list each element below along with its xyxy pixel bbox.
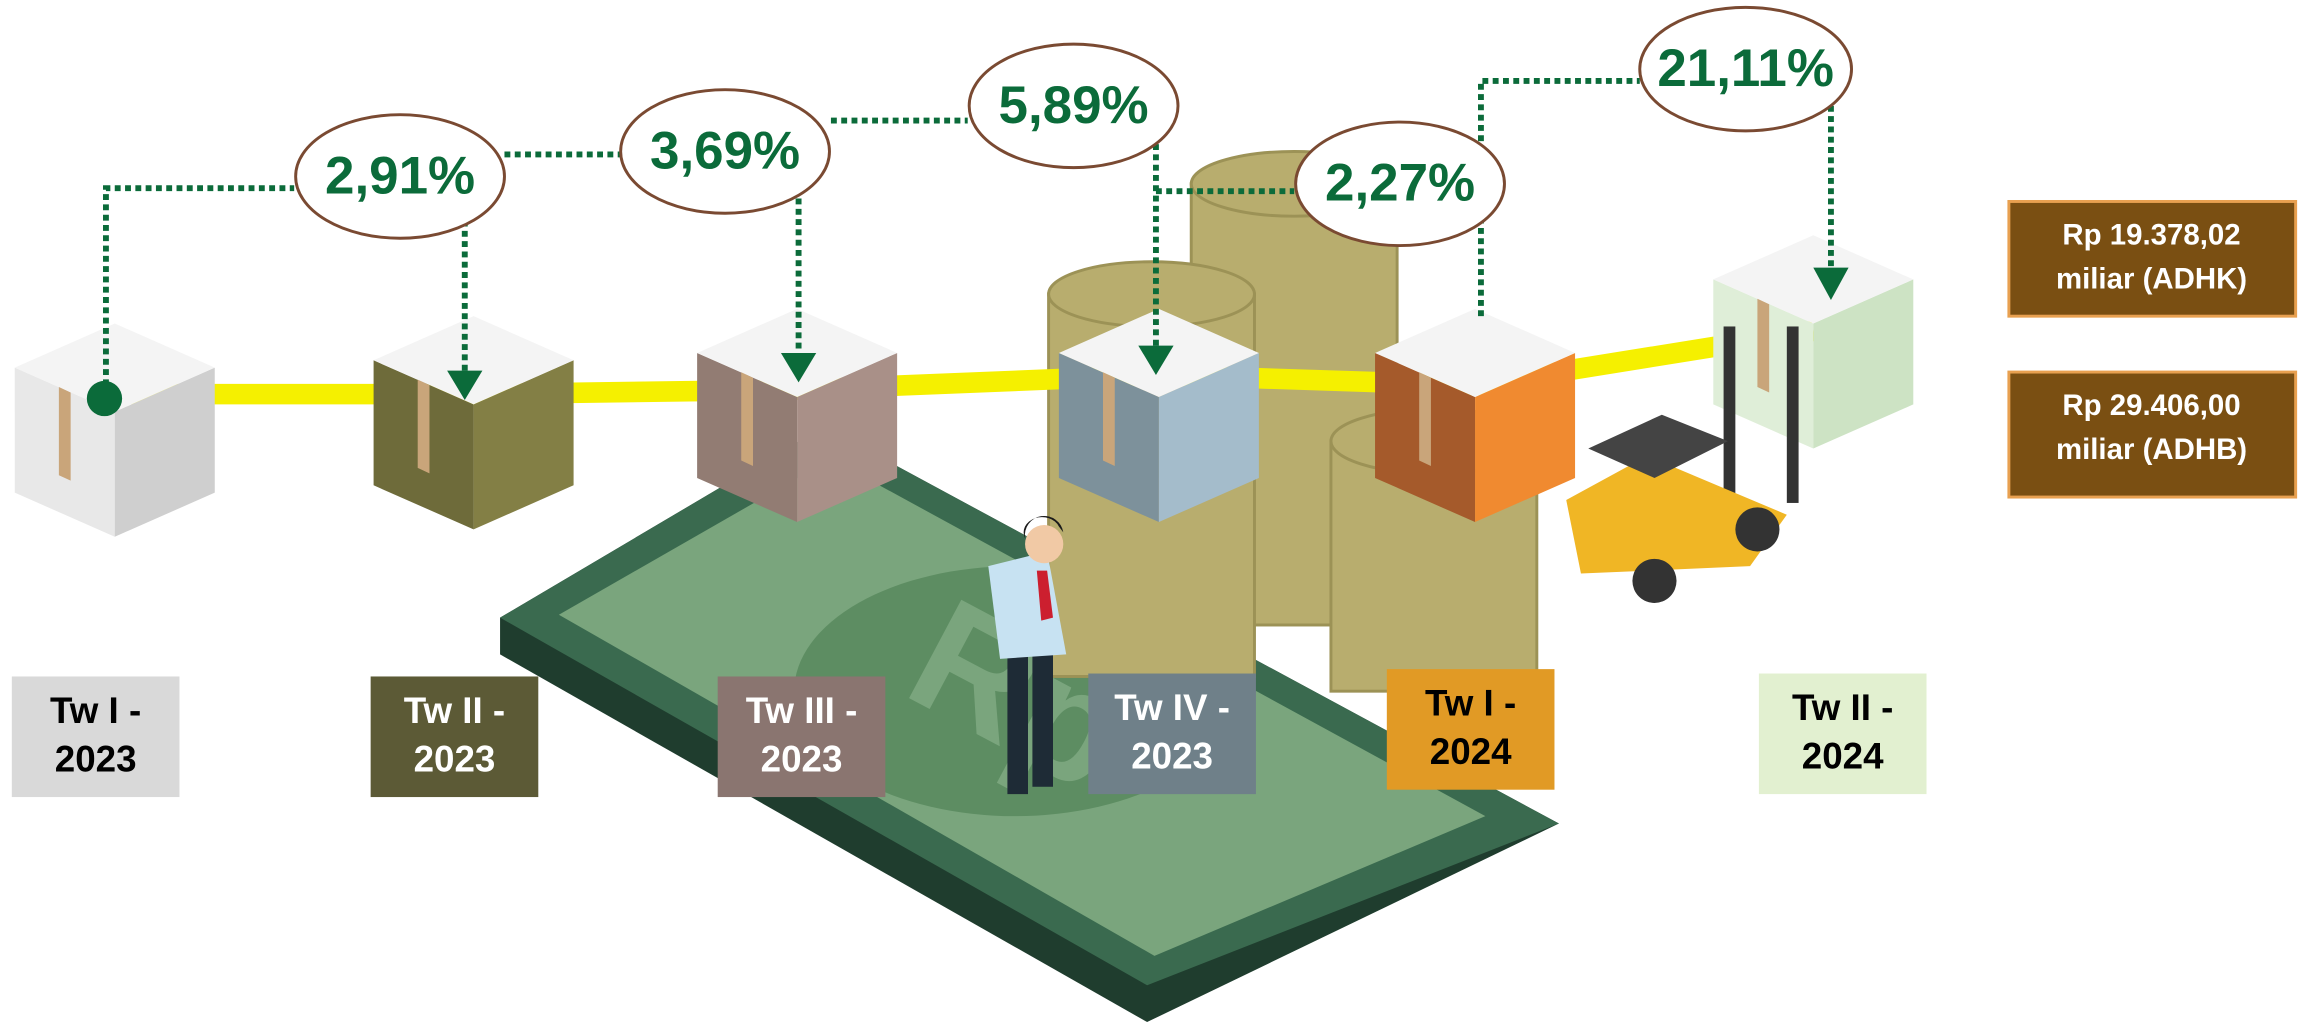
box-right	[114, 367, 215, 537]
box-top	[697, 308, 898, 398]
quarter-label: Tw I -	[1425, 683, 1516, 724]
growth-label: 5,89%	[999, 76, 1149, 135]
quarter-label: 2023	[1131, 736, 1213, 777]
quarter-label: 2024	[1802, 736, 1884, 777]
growth-label: 2,27%	[1325, 154, 1475, 213]
value-box	[2007, 200, 2298, 318]
quarter-label: Tw III -	[746, 690, 858, 731]
quarter-label: Tw II -	[404, 690, 505, 731]
box-right	[1475, 352, 1576, 523]
person	[988, 515, 1067, 795]
box-tape	[1103, 372, 1115, 466]
labels: 2,91% 3,69% 5,89% 2,27% 21,11% Tw I - 2023 Tw I…	[11, 5, 2298, 798]
box-tape	[417, 379, 430, 474]
growth-bubble	[1294, 120, 1506, 248]
box-tape	[1757, 298, 1770, 393]
value-label: Rp 19.378,02	[2062, 219, 2240, 252]
growth-bubble	[1638, 5, 1853, 133]
value-label: miliar (ADHB)	[2056, 433, 2247, 466]
quarter-box	[717, 676, 886, 798]
forklift	[1566, 326, 1799, 603]
quarter-label: 2024	[1430, 731, 1512, 772]
quarter-box	[1386, 669, 1555, 790]
quarter-label: Tw II -	[1792, 687, 1893, 728]
quarter-label: Tw I -	[50, 690, 141, 731]
box-right	[1158, 352, 1259, 523]
connectors	[86, 77, 1849, 417]
growth-bubble	[619, 88, 831, 215]
quarter-label: 2023	[414, 738, 496, 779]
value-box	[2007, 370, 2298, 499]
quarter-box	[1758, 673, 1927, 795]
boxes	[14, 235, 1914, 537]
growth-label: 21,11%	[1657, 39, 1834, 98]
value-label: Rp 29.406,00	[2062, 389, 2240, 422]
growth-label: 2,91%	[325, 146, 475, 205]
value-label: miliar (ADHK)	[2056, 263, 2247, 296]
quarter-box	[370, 676, 539, 798]
quarter-label: 2023	[761, 738, 843, 779]
quarter-box	[1088, 673, 1256, 795]
quarter-label: Tw IV -	[1114, 687, 1230, 728]
growth-bubble	[967, 42, 1180, 170]
box-right	[797, 352, 898, 523]
box-tape	[58, 386, 71, 481]
growth-bubble	[294, 113, 506, 240]
quarter-box	[11, 676, 180, 798]
growth-label: 3,69%	[650, 121, 800, 180]
box-tape	[1419, 372, 1431, 466]
box-right	[473, 360, 574, 530]
box-right	[1813, 279, 1914, 449]
quarter-label: 2023	[55, 738, 137, 779]
box-tape	[741, 372, 753, 466]
